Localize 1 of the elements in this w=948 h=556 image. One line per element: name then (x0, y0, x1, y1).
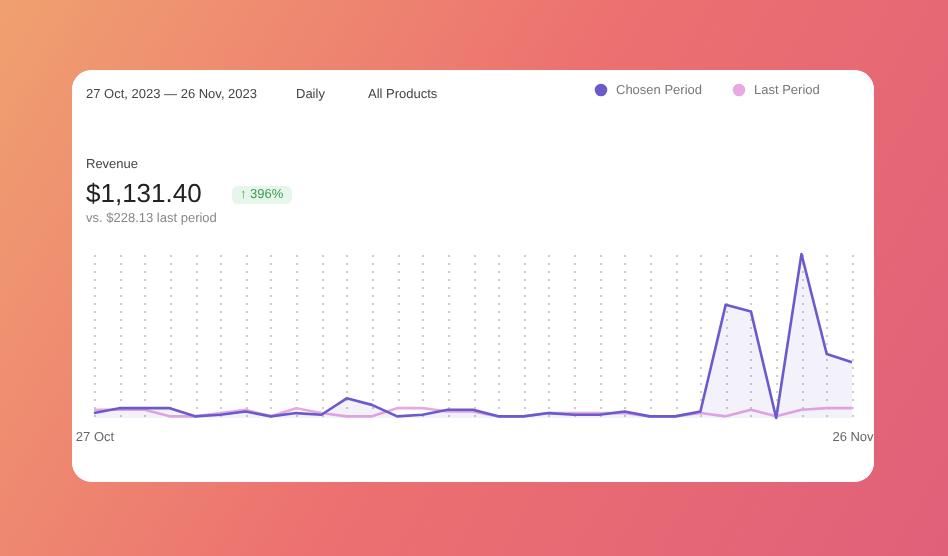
chart-subtitle: $1,131.40 (86, 178, 202, 208)
